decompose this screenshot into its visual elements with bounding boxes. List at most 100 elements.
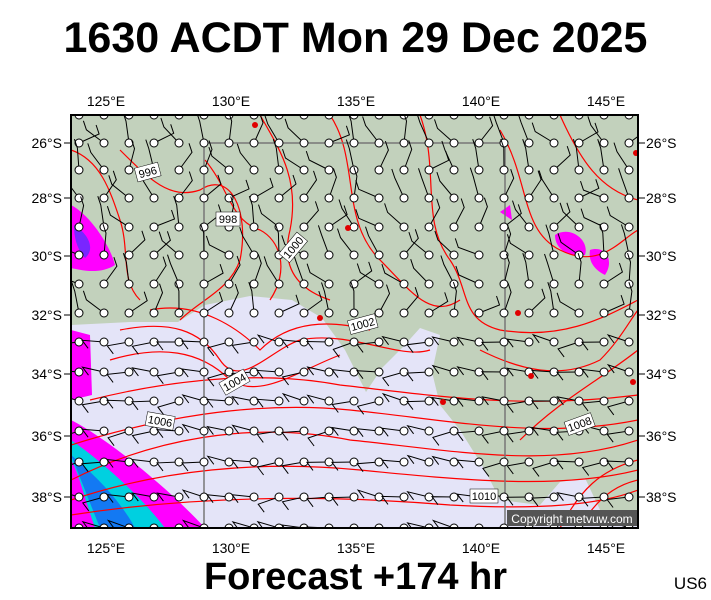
wind-barb	[181, 394, 205, 404]
wind-barb	[307, 430, 330, 447]
station-marker	[199, 426, 209, 436]
station-marker	[449, 250, 459, 260]
station-marker	[599, 279, 609, 289]
wind-barb	[456, 336, 480, 346]
wind-barb	[406, 522, 430, 528]
station-marker	[524, 193, 534, 203]
station-marker	[499, 250, 509, 260]
lat-label: 30°S	[31, 248, 62, 264]
station-marker	[99, 492, 109, 502]
wind-barb	[71, 527, 80, 528]
station-marker	[249, 337, 259, 347]
station-marker	[324, 492, 334, 502]
wind-barb	[356, 400, 380, 415]
wind-barb	[481, 341, 505, 351]
station-marker	[374, 193, 384, 203]
station-marker	[74, 457, 84, 467]
wind-barb	[553, 115, 554, 116]
station-marker	[299, 138, 309, 148]
lat-label: 28°S	[646, 190, 677, 206]
wind-barb	[528, 170, 542, 199]
station-marker	[99, 367, 109, 377]
station-marker	[174, 165, 184, 175]
station-marker	[124, 492, 134, 502]
wind-barb	[434, 230, 455, 256]
wind-barb	[331, 368, 355, 378]
station-marker	[349, 308, 359, 318]
station-marker	[599, 138, 609, 148]
wind-barb	[453, 115, 454, 116]
station-marker	[449, 396, 459, 406]
station-marker	[624, 367, 634, 377]
wind-barb	[406, 371, 430, 382]
lat-label: 32°S	[646, 307, 677, 323]
station-marker	[124, 222, 134, 232]
wind-barb	[256, 430, 280, 443]
wind-barb	[153, 209, 176, 228]
wind-barb	[355, 209, 380, 228]
station-marker	[624, 193, 634, 203]
wind-barb	[205, 398, 230, 408]
station-marker	[299, 193, 309, 203]
wind-barb	[557, 233, 580, 256]
wind-barb	[403, 287, 419, 314]
isobar-label: 1010	[472, 491, 496, 503]
station-marker	[349, 222, 359, 232]
station-marker	[549, 279, 559, 289]
wind-barb	[406, 454, 430, 464]
station-marker	[199, 250, 209, 260]
wind-barb	[306, 496, 330, 508]
station-marker	[549, 492, 559, 502]
wind-barb	[530, 400, 555, 410]
station-marker	[599, 492, 609, 502]
wind-barb	[128, 139, 136, 171]
wind-barb	[228, 255, 241, 285]
station-marker	[349, 457, 359, 467]
wind-barb	[547, 282, 555, 314]
wind-barb	[453, 198, 465, 228]
map-title: 1630 ACDT Mon 29 Dec 2025	[63, 14, 648, 62]
lon-axis-top: 125°E 130°E 135°E 140°E 145°E	[87, 93, 625, 109]
wind-barb	[103, 170, 117, 199]
station-marker	[174, 492, 184, 502]
station-marker	[124, 396, 134, 406]
wind-barb	[481, 430, 505, 444]
wind-barb	[606, 363, 630, 374]
wind-barb	[522, 253, 530, 285]
station-marker	[324, 138, 334, 148]
wind-barb	[482, 461, 505, 477]
station-marker	[599, 396, 609, 406]
station-marker	[224, 308, 234, 318]
station-marker	[474, 457, 484, 467]
wind-barb	[258, 204, 280, 228]
city-marker	[528, 373, 534, 379]
wind-barb	[305, 150, 330, 171]
wind-barb	[403, 140, 413, 171]
wind-barb	[158, 231, 180, 256]
station-marker	[99, 426, 109, 436]
wind-barb	[71, 461, 80, 466]
station-marker	[374, 426, 384, 436]
station-marker	[499, 138, 509, 148]
wind-barb	[580, 180, 605, 199]
station-marker	[624, 308, 634, 318]
station-marker	[399, 250, 409, 260]
wind-barb	[503, 224, 512, 256]
station-marker	[499, 279, 509, 289]
station-marker	[249, 279, 259, 289]
wind-barb	[78, 196, 85, 228]
wind-barb	[153, 283, 164, 314]
wind-barb	[203, 291, 223, 314]
station-marker	[549, 308, 559, 318]
station-marker	[399, 165, 409, 175]
station-marker	[199, 337, 209, 347]
station-marker	[374, 337, 384, 347]
station-marker	[199, 308, 209, 318]
station-marker	[499, 367, 509, 377]
wind-barb	[87, 143, 105, 171]
station-marker	[574, 492, 584, 502]
station-marker	[124, 250, 134, 260]
station-marker	[599, 308, 609, 318]
wind-barb	[278, 294, 300, 314]
wind-barb	[506, 430, 530, 443]
